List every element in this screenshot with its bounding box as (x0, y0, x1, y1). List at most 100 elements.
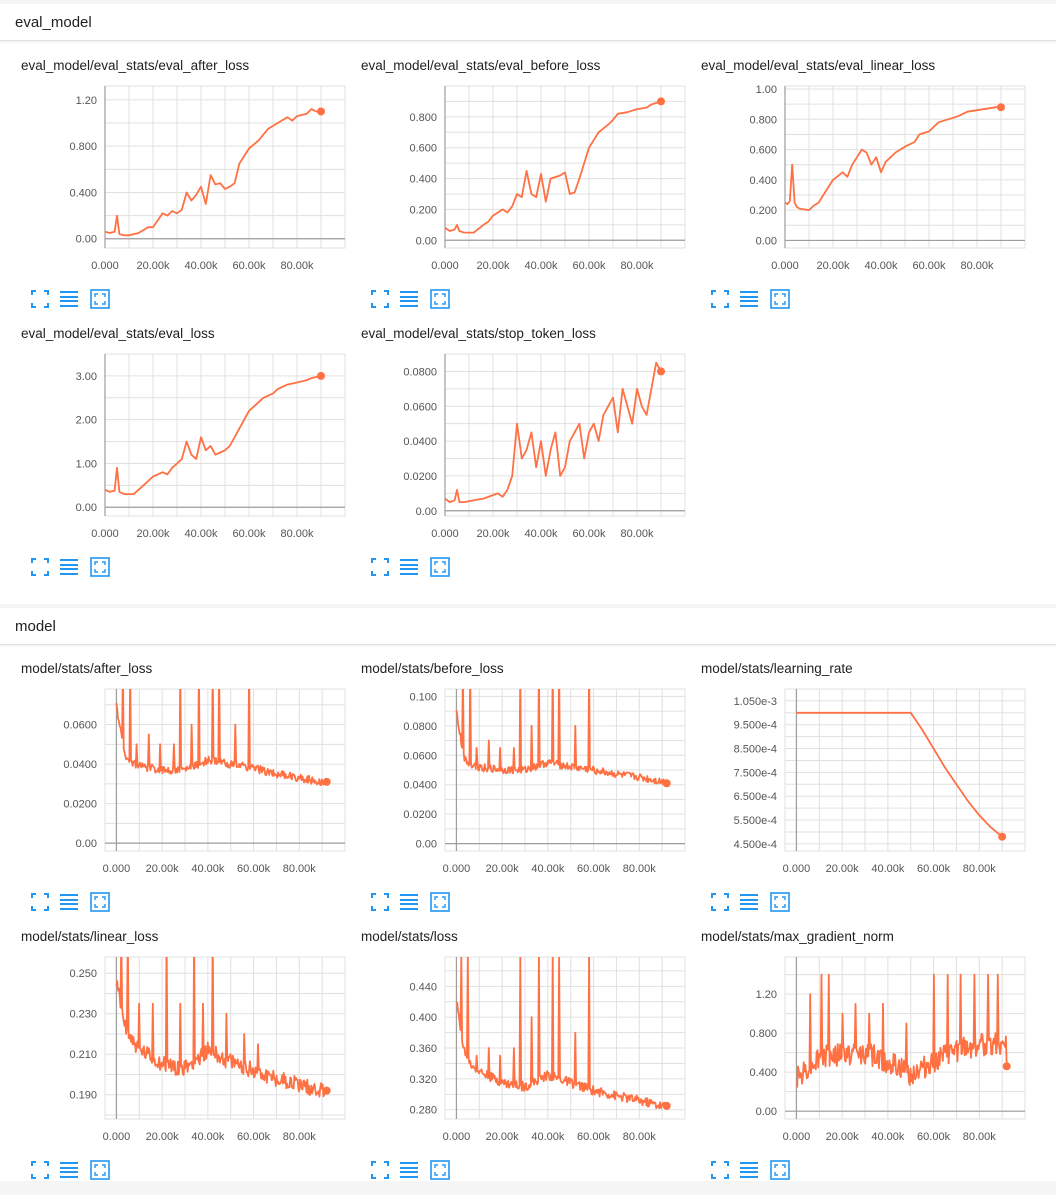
chart-card: model/stats/linear_loss 0.190 0.210 0.230 0.… (15, 929, 355, 1195)
fit-domain-icon[interactable] (430, 892, 450, 912)
series-line (445, 361, 662, 503)
chart-plot[interactable]: 0.00 0.0200 0.0400 0.0600 0.0800 0.100 0.000 20… (355, 679, 695, 884)
y-tick-label: 8.500e-4 (734, 744, 777, 756)
chart-card: model/stats/before_loss 0.00 0.0200 0.0400 0… (355, 661, 695, 927)
y-tick-label: 0.600 (749, 145, 777, 157)
y-tick-label: 0.230 (69, 1009, 97, 1021)
chart-plot[interactable]: 0.280 0.320 0.360 0.400 0.440 0.000 20.00k 40.0… (355, 947, 695, 1152)
chart-plot[interactable]: 0.00 0.0200 0.0400 0.0600 0.0800 0.000 20.00k 4… (355, 344, 695, 549)
y-tick-label: 0.0600 (63, 720, 97, 732)
x-tick-label: 80.00k (623, 1131, 657, 1143)
y-tick-label: 0.0400 (403, 436, 437, 448)
fullscreen-icon[interactable] (30, 892, 50, 912)
fit-domain-icon[interactable] (90, 289, 110, 309)
x-tick-label: 80.00k (960, 260, 994, 272)
chart-plot[interactable]: 0.00 1.00 2.00 3.00 0.000 20.00k 40.00k 60.00k 8… (15, 344, 355, 549)
y-tick-label: 0.400 (69, 187, 97, 199)
fullscreen-icon[interactable] (370, 1160, 390, 1180)
fullscreen-icon[interactable] (30, 1160, 50, 1180)
chart-card: eval_model/eval_stats/stop_token_loss 0.0… (355, 326, 695, 592)
fullscreen-icon[interactable] (710, 289, 730, 309)
fit-domain-icon[interactable] (770, 892, 790, 912)
toggle-log-scale-icon[interactable] (59, 289, 79, 309)
x-tick-label: 20.00k (136, 260, 170, 272)
chart-plot[interactable]: 4.500e-4 5.500e-4 6.500e-4 7.500e-4 8.500e-4… (695, 679, 1035, 884)
series-line (455, 957, 668, 1109)
chart-plot[interactable]: 0.190 0.210 0.230 0.250 0.000 20.00k 40.00k 60.… (15, 947, 355, 1152)
y-tick-label: 0.400 (749, 175, 777, 187)
y-tick-label: 0.00 (76, 838, 97, 850)
chart-card: eval_model/eval_stats/eval_loss 0.00 1.00 2… (15, 326, 355, 592)
y-tick-label: 0.800 (749, 114, 777, 126)
toggle-log-scale-icon[interactable] (59, 892, 79, 912)
fit-domain-icon[interactable] (90, 892, 110, 912)
group-header-model[interactable]: model (0, 608, 1056, 645)
series-line (445, 100, 662, 234)
y-tick-label: 0.210 (69, 1049, 97, 1061)
fullscreen-icon[interactable] (30, 557, 50, 577)
series-line (115, 689, 328, 786)
chart-title: model/stats/after_loss (21, 661, 153, 676)
last-point-marker (317, 107, 325, 116)
fit-domain-icon[interactable] (90, 1160, 110, 1180)
chart-plot[interactable]: 0.00 0.200 0.400 0.600 0.800 1.00 0.000 20.00k 4… (695, 76, 1035, 281)
fullscreen-icon[interactable] (30, 289, 50, 309)
fit-domain-icon[interactable] (430, 557, 450, 577)
x-tick-label: 60.00k (912, 260, 946, 272)
toggle-log-scale-icon[interactable] (739, 289, 759, 309)
toggle-log-scale-icon[interactable] (399, 557, 419, 577)
x-tick-label: 60.00k (577, 863, 611, 875)
fullscreen-icon[interactable] (710, 892, 730, 912)
chart-title: eval_model/eval_stats/eval_linear_loss (701, 58, 936, 73)
toggle-log-scale-icon[interactable] (59, 1160, 79, 1180)
chart-plot[interactable]: 0.00 0.0200 0.0400 0.0600 0.000 20.00k 40.00k 6… (15, 679, 355, 884)
y-tick-label: 2.00 (76, 415, 97, 427)
fullscreen-icon[interactable] (370, 289, 390, 309)
fit-domain-icon[interactable] (770, 289, 790, 309)
fit-domain-icon[interactable] (770, 1160, 790, 1180)
x-tick-label: 20.00k (826, 863, 860, 875)
chart-plot[interactable]: 0.00 0.200 0.400 0.600 0.800 0.000 20.00k 40.00… (355, 76, 695, 281)
fit-domain-icon[interactable] (430, 289, 450, 309)
chart-card: model/stats/loss 0.280 0.320 0.360 0.400 0.44… (355, 929, 695, 1195)
y-tick-label: 0.250 (69, 968, 97, 980)
toggle-log-scale-icon[interactable] (739, 1160, 759, 1180)
chart-plot[interactable]: 0.00 0.400 0.800 1.20 0.000 20.00k 40.00k 60.00… (15, 76, 355, 281)
toggle-log-scale-icon[interactable] (739, 892, 759, 912)
x-tick-label: 0.000 (443, 863, 471, 875)
y-tick-label: 0.400 (409, 1012, 437, 1024)
x-tick-label: 0.000 (103, 1131, 131, 1143)
x-tick-label: 80.00k (283, 863, 317, 875)
toggle-log-scale-icon[interactable] (399, 289, 419, 309)
y-tick-label: 1.20 (76, 95, 97, 107)
x-tick-label: 80.00k (963, 863, 997, 875)
y-tick-label: 0.800 (749, 1028, 777, 1040)
y-tick-label: 1.20 (756, 989, 777, 1001)
x-tick-label: 20.00k (476, 528, 510, 540)
y-tick-label: 0.00 (756, 235, 777, 247)
fit-domain-icon[interactable] (430, 1160, 450, 1180)
group-title: eval_model (15, 14, 92, 31)
y-tick-label: 0.0400 (63, 759, 97, 771)
fullscreen-icon[interactable] (710, 1160, 730, 1180)
x-tick-label: 80.00k (280, 260, 314, 272)
x-tick-label: 40.00k (524, 260, 558, 272)
x-tick-label: 0.000 (443, 1131, 471, 1143)
group-header-eval-model[interactable]: eval_model (0, 4, 1056, 41)
fullscreen-icon[interactable] (370, 892, 390, 912)
y-tick-label: 0.0800 (403, 721, 437, 733)
toggle-log-scale-icon[interactable] (59, 557, 79, 577)
toggle-log-scale-icon[interactable] (399, 1160, 419, 1180)
x-tick-label: 40.00k (524, 528, 558, 540)
last-point-marker (998, 832, 1007, 841)
fullscreen-icon[interactable] (370, 557, 390, 577)
y-tick-label: 0.600 (409, 143, 437, 155)
x-tick-label: 60.00k (237, 1131, 271, 1143)
chart-plot[interactable]: 0.00 0.400 0.800 1.20 0.000 20.00k 40.00k 60.00… (695, 947, 1035, 1152)
toggle-log-scale-icon[interactable] (399, 892, 419, 912)
last-point-marker (662, 1101, 671, 1110)
y-tick-label: 1.00 (76, 458, 97, 470)
chart-title: eval_model/eval_stats/eval_before_loss (361, 58, 601, 73)
chart-card: model/stats/after_loss 0.00 0.0200 0.0400 0.… (15, 661, 355, 927)
fit-domain-icon[interactable] (90, 557, 110, 577)
